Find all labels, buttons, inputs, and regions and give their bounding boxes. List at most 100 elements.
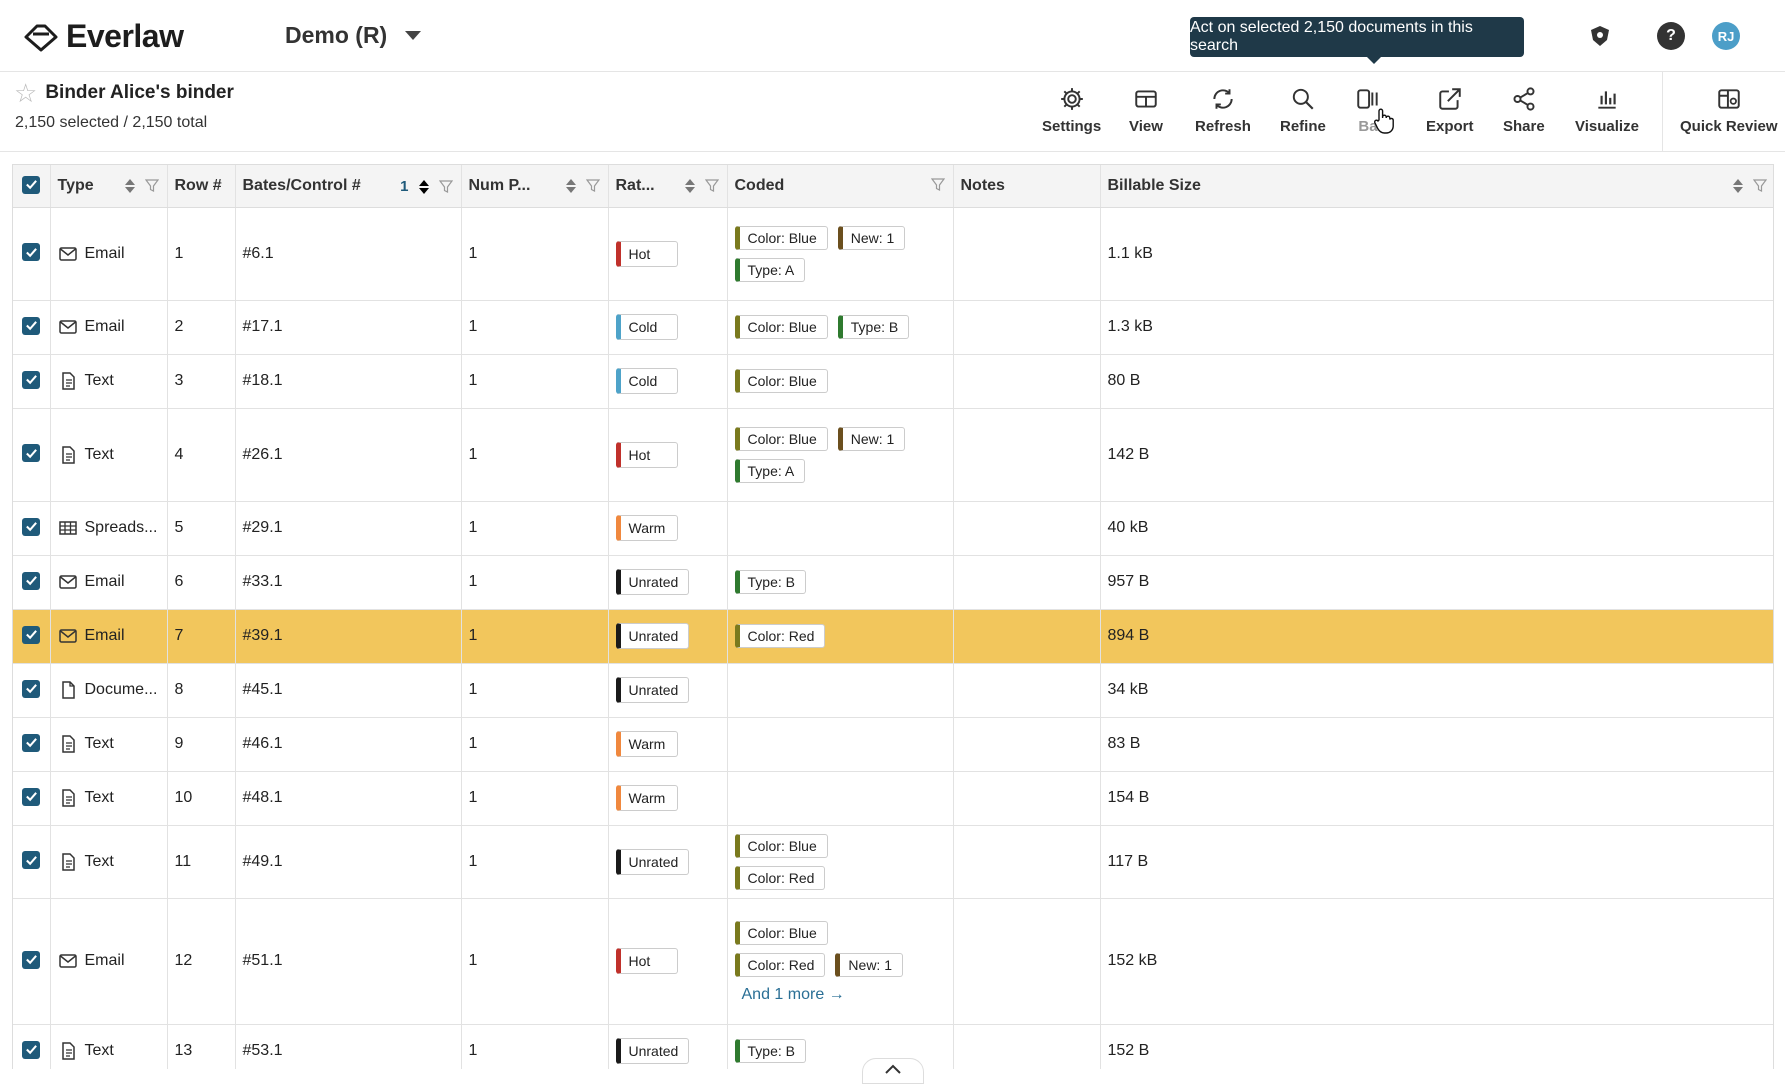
notes-cell[interactable] bbox=[953, 1024, 1101, 1069]
code-tag[interactable]: New: 1 bbox=[837, 225, 906, 250]
table-row[interactable]: Email 6 #33.1 1 Unrated Type: B 957 B bbox=[13, 555, 1773, 610]
rating-badge[interactable]: Hot bbox=[615, 240, 678, 267]
rating-badge[interactable]: Warm bbox=[615, 785, 678, 811]
table-row[interactable]: Text 3 #18.1 1 Cold Color: Blue 80 B bbox=[13, 354, 1773, 409]
table-row[interactable]: Text 4 #26.1 1 Hot Color: Blue New: 1 Type… bbox=[13, 408, 1773, 502]
filter-icon[interactable] bbox=[144, 179, 159, 193]
rating-badge[interactable]: Cold bbox=[615, 314, 678, 340]
rating-badge[interactable]: Warm bbox=[615, 731, 678, 757]
table-row[interactable]: Email 1 #6.1 1 Hot Color: Blue New: 1 Type… bbox=[13, 207, 1773, 301]
notes-cell[interactable] bbox=[953, 825, 1101, 899]
column-header-rating[interactable]: Rat... bbox=[608, 165, 728, 208]
notes-cell[interactable] bbox=[953, 354, 1101, 409]
help-icon[interactable]: ? bbox=[1657, 22, 1685, 50]
visualize-button[interactable]: Visualize bbox=[1575, 86, 1639, 135]
code-tag[interactable]: New: 1 bbox=[837, 426, 906, 451]
collapse-toggle-button[interactable] bbox=[862, 1058, 924, 1084]
code-tag[interactable]: Color: Blue bbox=[734, 426, 828, 451]
row-checkbox[interactable] bbox=[22, 243, 40, 262]
quick-review-button[interactable]: Quick Review bbox=[1680, 86, 1778, 135]
notes-cell[interactable] bbox=[953, 408, 1101, 502]
filter-icon[interactable] bbox=[1752, 179, 1767, 193]
refine-button[interactable]: Refine bbox=[1280, 86, 1326, 135]
table-row[interactable]: Text 10 #48.1 1 Warm 154 B bbox=[13, 771, 1773, 826]
table-row[interactable]: Docume... 8 #45.1 1 Unrated 34 kB bbox=[13, 663, 1773, 718]
star-icon[interactable]: ☆ bbox=[14, 78, 38, 108]
filter-icon[interactable] bbox=[585, 179, 600, 193]
code-tag[interactable]: Color: Red bbox=[734, 953, 826, 977]
code-tag[interactable]: Type: A bbox=[734, 257, 806, 282]
everlaw-logo[interactable]: Everlaw bbox=[22, 18, 184, 55]
rating-badge[interactable]: Unrated bbox=[615, 623, 690, 649]
avatar[interactable]: RJ bbox=[1712, 22, 1740, 50]
filter-icon[interactable] bbox=[438, 179, 453, 194]
code-tag[interactable]: Type: B bbox=[734, 1039, 806, 1063]
row-checkbox[interactable] bbox=[22, 517, 40, 536]
row-checkbox[interactable] bbox=[22, 625, 40, 644]
code-tag[interactable]: Type: A bbox=[734, 458, 806, 483]
sort-icon[interactable] bbox=[418, 179, 429, 195]
table-row[interactable]: Email 2 #17.1 1 Cold Color: Blue Type: B … bbox=[13, 300, 1773, 355]
column-header-bates[interactable]: Bates/Control # 1 bbox=[235, 165, 462, 208]
table-row[interactable]: Text 9 #46.1 1 Warm 83 B bbox=[13, 717, 1773, 772]
row-checkbox[interactable] bbox=[22, 444, 40, 463]
rating-badge[interactable]: Unrated bbox=[615, 1038, 690, 1064]
notes-cell[interactable] bbox=[953, 663, 1101, 718]
share-button[interactable]: Share bbox=[1503, 86, 1545, 135]
notes-cell[interactable] bbox=[953, 501, 1101, 556]
notes-cell[interactable] bbox=[953, 609, 1101, 664]
sort-icon[interactable] bbox=[565, 178, 576, 194]
notes-cell[interactable] bbox=[953, 898, 1101, 1025]
code-tag[interactable]: Color: Blue bbox=[734, 225, 828, 250]
column-header-notes[interactable]: Notes bbox=[953, 165, 1101, 208]
notes-cell[interactable] bbox=[953, 771, 1101, 826]
row-checkbox[interactable] bbox=[22, 1040, 40, 1059]
row-checkbox[interactable] bbox=[22, 370, 40, 389]
rating-badge[interactable]: Unrated bbox=[615, 677, 690, 703]
rating-badge[interactable]: Unrated bbox=[615, 848, 690, 875]
rating-badge[interactable]: Hot bbox=[615, 441, 678, 468]
table-row[interactable]: Text 11 #49.1 1 Unrated Color: BlueColor… bbox=[13, 825, 1773, 899]
column-header-num-pages[interactable]: Num P... bbox=[461, 165, 609, 208]
rating-badge[interactable]: Hot bbox=[615, 948, 678, 974]
notes-cell[interactable] bbox=[953, 555, 1101, 610]
code-tag[interactable]: New: 1 bbox=[835, 953, 903, 977]
filter-icon[interactable] bbox=[930, 178, 945, 192]
code-tag[interactable]: Type: B bbox=[734, 570, 806, 594]
export-button[interactable]: Export bbox=[1426, 86, 1474, 135]
column-header-type[interactable]: Type bbox=[50, 165, 168, 208]
row-checkbox[interactable] bbox=[22, 950, 40, 969]
row-checkbox[interactable] bbox=[22, 679, 40, 698]
rating-badge[interactable]: Unrated bbox=[615, 569, 690, 595]
filter-icon[interactable] bbox=[704, 179, 719, 193]
sort-icon[interactable] bbox=[124, 178, 135, 194]
row-checkbox[interactable] bbox=[22, 851, 40, 870]
row-checkbox[interactable] bbox=[22, 733, 40, 752]
project-selector[interactable]: Demo (R) bbox=[285, 22, 422, 49]
shield-icon[interactable] bbox=[1586, 22, 1614, 50]
refresh-button[interactable]: Refresh bbox=[1195, 86, 1251, 135]
table-row[interactable]: Spreads... 5 #29.1 1 Warm 40 kB bbox=[13, 501, 1773, 556]
code-tag[interactable]: Color: Red bbox=[734, 865, 826, 890]
code-tag[interactable]: Color: Blue bbox=[734, 921, 828, 945]
column-header-billable-size[interactable]: Billable Size bbox=[1100, 165, 1773, 208]
notes-cell[interactable] bbox=[953, 300, 1101, 355]
column-header-row[interactable]: Row # bbox=[167, 165, 236, 208]
code-tag[interactable]: Color: Blue bbox=[734, 833, 828, 858]
table-row[interactable]: Email 12 #51.1 1 Hot Color: Blue Color: R… bbox=[13, 898, 1773, 1025]
notes-cell[interactable] bbox=[953, 717, 1101, 772]
table-row[interactable]: Text 13 #53.1 1 Unrated Type: B 152 B bbox=[13, 1024, 1773, 1069]
notes-cell[interactable] bbox=[953, 207, 1101, 301]
more-codes-link[interactable]: And 1 more → bbox=[741, 986, 845, 1003]
code-tag[interactable]: Color: Red bbox=[734, 624, 826, 648]
row-checkbox[interactable] bbox=[22, 316, 40, 335]
rating-badge[interactable]: Warm bbox=[615, 515, 678, 541]
sort-icon[interactable] bbox=[1732, 178, 1743, 194]
sort-icon[interactable] bbox=[684, 178, 695, 194]
view-button[interactable]: View bbox=[1129, 86, 1163, 135]
code-tag[interactable]: Color: Blue bbox=[734, 315, 828, 339]
row-checkbox[interactable] bbox=[22, 571, 40, 590]
batch-button[interactable]: Ba bbox=[1355, 86, 1381, 135]
settings-button[interactable]: Settings bbox=[1042, 86, 1101, 135]
rating-badge[interactable]: Cold bbox=[615, 368, 678, 394]
